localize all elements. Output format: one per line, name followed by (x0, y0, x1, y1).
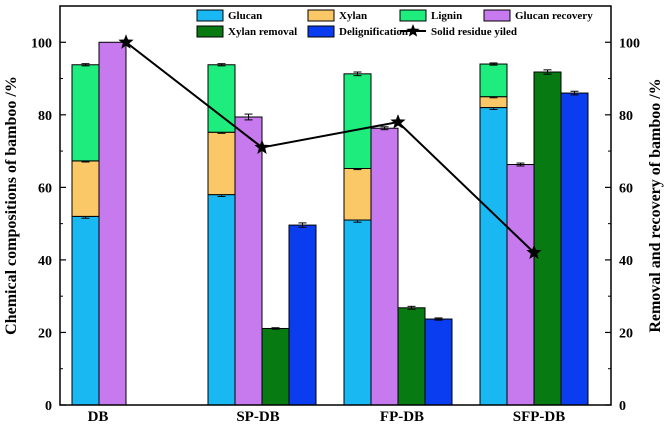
right-tick-label-100: 100 (619, 36, 640, 51)
bars-layer (71, 41, 589, 406)
category-label-db: DB (88, 409, 109, 424)
bar-glucan-db (71, 215, 100, 406)
error-glucan-recovery-fp-db (380, 126, 389, 131)
bar-xylan-fp-db (343, 168, 372, 221)
bar-lignin-db (71, 64, 100, 162)
error-xylan-removal-fp-db (407, 305, 416, 310)
plot-frame (59, 5, 612, 406)
error-delignification-sfp-db (570, 90, 579, 96)
error-lignin-sp-db (217, 63, 226, 67)
left-tick-label-100: 100 (31, 36, 52, 51)
bar-xylan-removal-sp-db (261, 327, 290, 406)
point-solid-residue-yiled-sp-db (254, 139, 270, 154)
bar-delignification-fp-db (424, 318, 453, 406)
error-lignin-sfp-db (489, 62, 498, 66)
right-tick-label-40: 40 (619, 254, 633, 269)
right-tick-label-60: 60 (619, 181, 633, 196)
right-tick-label-20: 20 (619, 326, 633, 341)
error-lignin-fp-db (353, 71, 362, 77)
right-axis-title: Removal and recovery of bamboo /% (647, 78, 664, 332)
bar-delignification-sp-db (288, 224, 317, 406)
legend-label-xylan-removal: Xylan removal (228, 26, 297, 38)
left-tick-label-60: 60 (38, 181, 52, 196)
bar-glucan-sp-db (207, 194, 236, 406)
error-delignification-sp-db (298, 222, 307, 228)
right-tick-label-0: 0 (619, 399, 626, 414)
bar-glucan-recovery-fp-db (370, 127, 399, 406)
point-solid-residue-yiled-db (118, 34, 134, 49)
bar-xylan-db (71, 160, 100, 217)
bar-glucan-recovery-sfp-db (506, 164, 535, 406)
bar-lignin-fp-db (343, 73, 372, 170)
error-xylan-removal-sp-db (271, 327, 280, 330)
legend-label-xylan: Xylan (339, 10, 367, 22)
left-tick-label-80: 80 (38, 109, 52, 124)
point-solid-residue-yiled-sfp-db (526, 244, 542, 260)
bar-delignification-sfp-db (560, 92, 589, 406)
right-tick-label-80: 80 (619, 109, 633, 124)
legend-label-glucan-recovery: Glucan recovery (515, 10, 593, 22)
bar-glucan-fp-db (343, 219, 372, 406)
legend-swatch-glucan (196, 9, 224, 22)
bar-xylan-removal-sfp-db (533, 71, 562, 406)
axes-layer: 0 20 40 60 80 100 0 20 40 60 80 100 DB SP-DB FP-DB SFP-… (3, 5, 664, 424)
legend-swatch-xylan (307, 9, 335, 22)
error-delignification-fp-db (434, 317, 443, 321)
category-label-fp-db: FP-DB (380, 409, 424, 424)
legend-swatch-xylan-removal (196, 25, 224, 38)
legend-label-lignin: Lignin (431, 10, 462, 22)
bar-glucan-sfp-db (479, 107, 508, 406)
left-tick-label-40: 40 (38, 254, 52, 269)
left-axis-title: Chemical compositions of bamboo /% (3, 76, 20, 335)
bar-xylan-sp-db (207, 131, 236, 196)
legend-swatch-delignification (307, 25, 335, 38)
legend-swatch-lignin (399, 9, 427, 22)
legend: Glucan Xylan Lignin Glucan recovery Xylan re… (196, 9, 593, 38)
bar-lignin-sp-db (207, 64, 236, 133)
legend-label-glucan: Glucan (228, 10, 262, 22)
bar-xylan-sfp-db (479, 96, 508, 109)
error-glucan-recovery-sp-db (244, 113, 253, 121)
line-layer (118, 34, 542, 260)
category-label-sp-db: SP-DB (236, 409, 279, 424)
bar-glucan-recovery-sp-db (234, 116, 263, 406)
legend-swatch-glucan-recovery (483, 9, 511, 22)
legend-label-delignification: Delignification (339, 26, 408, 38)
bar-lignin-sfp-db (479, 63, 508, 98)
point-solid-residue-yiled-fp-db (390, 114, 406, 129)
bar-xylan-removal-fp-db (397, 307, 426, 406)
category-label-sfp-db: SFP-DB (513, 409, 566, 424)
error-xylan-removal-sfp-db (543, 69, 552, 75)
error-glucan-recovery-sfp-db (516, 162, 525, 167)
error-lignin-db (81, 63, 90, 67)
bar-glucan-recovery-db (98, 41, 127, 406)
legend-swatch-star-solid-residue-yiled (406, 24, 420, 37)
left-tick-label-20: 20 (38, 326, 52, 341)
line-solid-residue-yiled (125, 41, 535, 254)
legend-label-solid-residue-yiled: Solid residue yiled (431, 26, 517, 38)
left-tick-label-0: 0 (45, 399, 52, 414)
